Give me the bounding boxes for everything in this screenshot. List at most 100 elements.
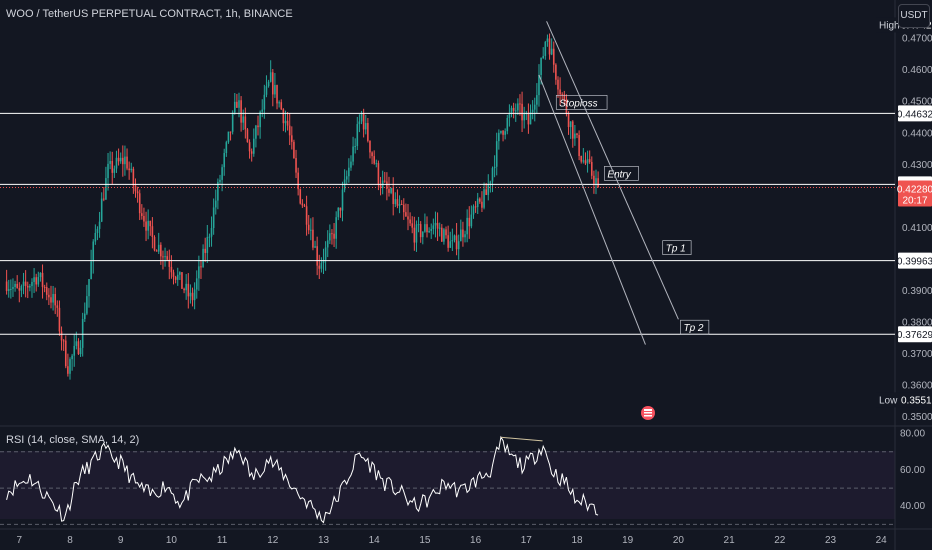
candle-body bbox=[320, 263, 323, 269]
level-label-1: Entry bbox=[607, 169, 631, 180]
candle-body bbox=[195, 278, 198, 290]
candle-body bbox=[52, 294, 54, 303]
time-tick-15: 22 bbox=[774, 535, 786, 546]
candle-body bbox=[392, 188, 395, 205]
candle-body bbox=[360, 113, 363, 122]
candle-body bbox=[233, 101, 236, 113]
candle-body bbox=[111, 161, 114, 173]
candle-body bbox=[126, 156, 128, 169]
channel-line-0 bbox=[546, 21, 679, 320]
candle-body bbox=[208, 236, 211, 238]
candle-body bbox=[390, 188, 392, 193]
rsi-tick-0: 80.00 bbox=[900, 429, 925, 440]
candle-body bbox=[466, 217, 468, 235]
candle-body bbox=[371, 152, 373, 157]
candle-body bbox=[331, 233, 333, 235]
candle-body bbox=[383, 180, 386, 182]
candle-body bbox=[405, 212, 407, 217]
candle-body bbox=[73, 345, 76, 356]
candle-body bbox=[455, 235, 458, 250]
candle-body bbox=[145, 221, 147, 231]
candle-body bbox=[519, 103, 521, 105]
news-icon[interactable] bbox=[641, 406, 655, 420]
candle-body bbox=[50, 297, 52, 303]
time-tick-10: 17 bbox=[521, 535, 533, 546]
candle-body bbox=[60, 331, 63, 341]
candle-body bbox=[314, 246, 316, 248]
candle-body bbox=[335, 217, 337, 239]
candle-body bbox=[288, 125, 291, 136]
candle-body bbox=[7, 289, 10, 291]
currency-button[interactable]: USDT bbox=[898, 4, 930, 28]
candle-body bbox=[491, 168, 494, 182]
channel-line-1 bbox=[538, 74, 646, 345]
time-tick-5: 12 bbox=[267, 535, 279, 546]
candle-body bbox=[388, 189, 390, 193]
candle-body bbox=[493, 166, 496, 169]
candle-body bbox=[141, 213, 143, 216]
candle-body bbox=[217, 181, 219, 201]
candle-body bbox=[329, 233, 331, 241]
time-tick-4: 11 bbox=[217, 535, 228, 546]
candle-body bbox=[322, 259, 325, 264]
candle-body bbox=[356, 124, 359, 147]
candle-body bbox=[174, 276, 177, 280]
candle-body bbox=[445, 229, 447, 236]
candle-body bbox=[155, 250, 158, 252]
candle-body bbox=[419, 224, 422, 238]
candle-body bbox=[26, 285, 29, 288]
candle-body bbox=[510, 107, 513, 114]
level-label-box-3 bbox=[680, 319, 710, 335]
rsi-axis[interactable]: 80.00 60.00 40.00 bbox=[900, 429, 925, 513]
time-tick-1: 8 bbox=[67, 535, 73, 546]
candle-body bbox=[394, 199, 397, 205]
candle-body bbox=[470, 214, 473, 227]
candle-body bbox=[81, 318, 84, 348]
level-label-box-0 bbox=[555, 95, 608, 110]
candle-body bbox=[41, 272, 44, 287]
level-badge-3 bbox=[898, 326, 932, 343]
candle-body bbox=[200, 266, 202, 268]
candle-body bbox=[487, 184, 490, 195]
candle-body bbox=[348, 167, 350, 177]
candle-body bbox=[451, 240, 454, 242]
level-label-box-1 bbox=[604, 166, 639, 181]
candle-body bbox=[37, 277, 40, 285]
candle-body bbox=[248, 142, 251, 152]
candle-body bbox=[39, 272, 42, 278]
candle-body bbox=[307, 224, 310, 231]
candle-body bbox=[227, 131, 230, 143]
candle-body bbox=[584, 160, 587, 164]
candle-body bbox=[79, 347, 82, 355]
time-axis[interactable]: 7 8 9 10 11 12 13 14 15 16 17 18 19 20 21 22 23 24 bbox=[0, 528, 932, 546]
candle-body bbox=[100, 198, 103, 222]
level-price-2: 0.39963 bbox=[897, 257, 932, 268]
price-tick-11: 0.35000 bbox=[902, 412, 932, 423]
candle-body bbox=[548, 38, 551, 55]
candle-body bbox=[565, 99, 568, 114]
candle-body bbox=[502, 130, 504, 135]
candle-body bbox=[117, 157, 120, 162]
rsi-series bbox=[6, 435, 599, 524]
candle-body bbox=[567, 113, 570, 128]
candle-body bbox=[267, 81, 270, 87]
candle-body bbox=[544, 41, 547, 56]
candle-body bbox=[375, 163, 378, 165]
candle-body bbox=[457, 241, 460, 250]
candle-body bbox=[582, 160, 585, 162]
candle-body bbox=[170, 266, 173, 273]
candle-body bbox=[316, 246, 318, 266]
candle-body bbox=[402, 204, 405, 213]
candle-body bbox=[119, 157, 122, 162]
candle-body bbox=[474, 206, 477, 208]
candle-body bbox=[153, 237, 156, 251]
candle-body bbox=[396, 199, 399, 206]
